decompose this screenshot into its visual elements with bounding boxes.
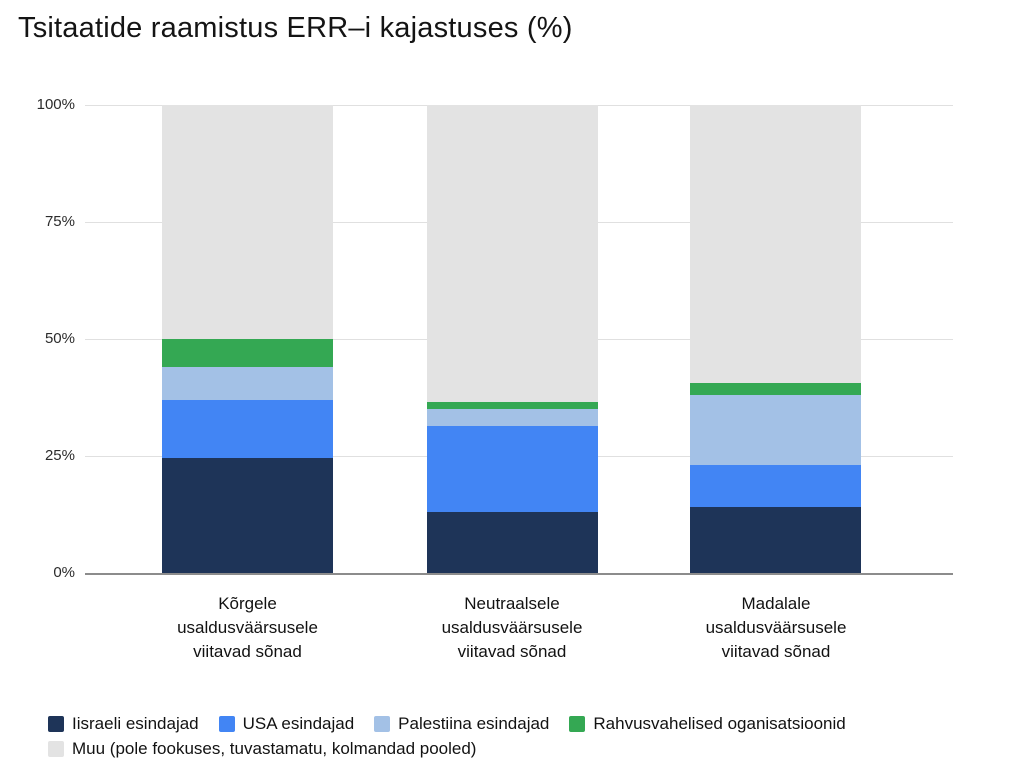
x-category-label: Neutraalsele usaldusväärsusele viitavad … — [441, 594, 583, 662]
legend-swatch — [218, 716, 235, 732]
legend-label: Rahvusvahelised oganisatsioonid — [593, 714, 846, 733]
legend-label: USA esindajad — [242, 714, 355, 733]
legend-label: Muu (pole fookuses, tuvastamatu, kolmand… — [72, 739, 477, 758]
y-tick-label: 75% — [44, 213, 75, 230]
legend-label: Iisraeli esindajad — [72, 714, 199, 733]
bar-segment — [427, 402, 598, 410]
chart-title: Tsitaatide raamistus ERR–i kajastuses (%… — [18, 12, 573, 44]
bar-segment — [690, 383, 861, 396]
stacked-bar — [162, 105, 333, 573]
y-tick-label: 0% — [53, 564, 75, 581]
legend-item: USA esindajad — [218, 714, 355, 734]
legend-item: Muu (pole fookuses, tuvastamatu, kolmand… — [48, 739, 476, 759]
stacked-bar — [427, 105, 598, 573]
bar-segment — [162, 367, 333, 400]
legend-label: Palestiina esindajad — [398, 714, 550, 733]
bar-segment — [162, 339, 333, 368]
x-category-label: Madalale usaldusväärsusele viitavad sõna… — [705, 594, 847, 662]
y-tick-label: 100% — [36, 96, 75, 113]
legend-item: Iisraeli esindajad — [48, 714, 199, 734]
legend-swatch — [48, 741, 64, 757]
bar-segment — [427, 512, 598, 573]
y-tick-label: 25% — [44, 447, 75, 464]
bar-segment — [427, 409, 598, 426]
bar-segment — [690, 507, 861, 573]
bar-segment — [162, 399, 333, 459]
y-tick-label: 50% — [44, 330, 75, 347]
bar-segment — [427, 425, 598, 513]
x-axis-line — [85, 573, 953, 575]
legend-swatch — [48, 716, 64, 732]
legend-item: Rahvusvahelised oganisatsioonid — [569, 714, 846, 734]
chart-legend: Iisraeli esindajad USA esindajad Palestiin… — [48, 714, 998, 759]
legend-item: Palestiina esindajad — [374, 714, 549, 734]
bar-segment — [427, 105, 598, 403]
legend-swatch — [569, 716, 586, 732]
bar-segment — [162, 458, 333, 573]
bar-segment — [690, 465, 861, 508]
legend-swatch — [374, 716, 391, 732]
bar-segment — [690, 105, 861, 384]
bar-segment — [162, 105, 333, 339]
x-category-label: Kõrgele usaldusväärsusele viitavad sõnad — [177, 594, 318, 662]
stacked-bar — [690, 105, 861, 573]
bar-segment — [690, 395, 861, 466]
